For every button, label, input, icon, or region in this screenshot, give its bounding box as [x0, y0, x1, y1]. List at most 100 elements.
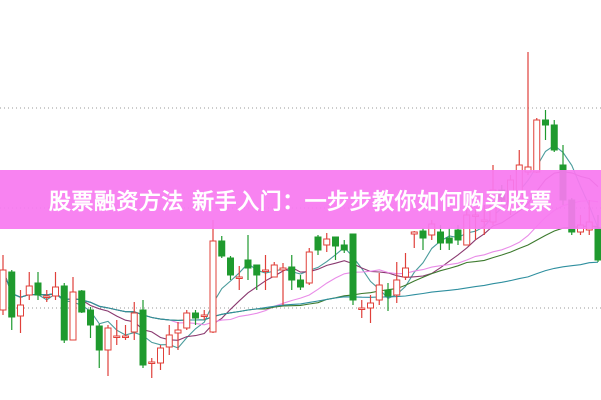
candle	[244, 235, 252, 280]
candle	[253, 264, 261, 290]
candle-body	[200, 314, 208, 317]
candle-body	[349, 233, 357, 301]
candle	[340, 240, 348, 253]
candle	[183, 310, 191, 330]
candle-body	[279, 267, 287, 271]
candle	[87, 307, 94, 338]
candle-body	[288, 266, 296, 281]
candle-body	[122, 335, 129, 338]
candle	[445, 228, 453, 250]
candle-body	[17, 304, 24, 317]
candle	[384, 283, 392, 311]
candle-body	[60, 285, 68, 341]
candle	[349, 233, 357, 305]
candle-body	[25, 285, 33, 296]
candle-body	[244, 259, 252, 269]
candle	[78, 290, 86, 313]
candle	[218, 236, 226, 258]
candle	[174, 322, 182, 350]
candle-body	[148, 361, 156, 364]
candle	[25, 272, 33, 300]
candle	[104, 325, 112, 376]
candle	[8, 270, 16, 330]
candle	[533, 118, 541, 173]
candle-body	[253, 264, 261, 276]
candle-body	[104, 327, 112, 351]
candle-body	[375, 284, 383, 301]
candle-body	[332, 236, 339, 247]
candle	[297, 275, 304, 290]
candle	[130, 302, 138, 340]
candle	[43, 290, 51, 302]
candle	[209, 220, 217, 333]
candle-body	[95, 325, 103, 351]
candle	[235, 266, 243, 290]
candle	[165, 325, 173, 355]
candle-body	[340, 244, 348, 251]
candle	[139, 300, 147, 368]
candle-body	[157, 347, 164, 364]
candle-body	[314, 236, 322, 251]
candle	[113, 320, 121, 345]
banner-title: 股票融资方法 新手入门：一步步教你如何购买股票	[48, 189, 553, 215]
candle	[288, 255, 296, 290]
candle	[17, 290, 24, 333]
title-banner: 股票融资方法 新手入门：一步步教你如何购买股票	[0, 170, 601, 229]
candle-body	[384, 289, 392, 297]
candle	[60, 283, 68, 343]
candle	[437, 225, 444, 250]
candle	[157, 345, 164, 370]
candle-body	[87, 309, 94, 326]
candle-body	[533, 119, 541, 173]
candle	[148, 358, 156, 378]
candle-body	[227, 257, 234, 276]
candle	[393, 262, 401, 303]
candle	[200, 310, 208, 320]
candle-body	[218, 240, 226, 257]
candle	[279, 263, 287, 305]
candle	[0, 255, 7, 315]
candle-body	[542, 119, 549, 126]
candle	[542, 110, 549, 140]
candle-body	[209, 240, 217, 333]
candle	[367, 295, 374, 323]
candle-body	[78, 290, 86, 313]
candle-body	[454, 229, 462, 241]
candle-body	[270, 264, 278, 278]
candle-body	[419, 230, 427, 239]
candle-body	[192, 312, 199, 319]
candle	[95, 324, 103, 368]
candle-body	[262, 269, 269, 272]
candle-body	[323, 238, 331, 246]
candle	[69, 277, 77, 341]
candle	[227, 256, 234, 280]
candle-body	[594, 227, 601, 261]
candle	[192, 310, 199, 325]
candle-body	[437, 231, 444, 244]
candle-body	[410, 231, 418, 235]
candle	[524, 52, 532, 175]
candle-body	[297, 279, 304, 288]
candle-body	[393, 279, 401, 296]
candle	[122, 325, 129, 340]
candle	[410, 231, 418, 248]
candle	[52, 272, 59, 300]
candle-body	[0, 269, 7, 311]
candle	[262, 255, 269, 290]
candle-body	[174, 329, 182, 334]
candle-body	[34, 282, 42, 296]
candle	[314, 235, 322, 255]
candle-body	[43, 295, 51, 298]
candle-body	[69, 291, 77, 341]
candle	[375, 273, 383, 305]
candle-body	[402, 267, 409, 278]
candle	[419, 228, 427, 250]
candle	[305, 248, 313, 285]
candle-body	[130, 312, 138, 333]
candle-body	[139, 309, 147, 366]
candle-body	[358, 307, 366, 310]
candle	[34, 272, 42, 300]
candle	[358, 300, 366, 318]
candle-body	[165, 334, 173, 348]
candle-body	[235, 276, 243, 279]
